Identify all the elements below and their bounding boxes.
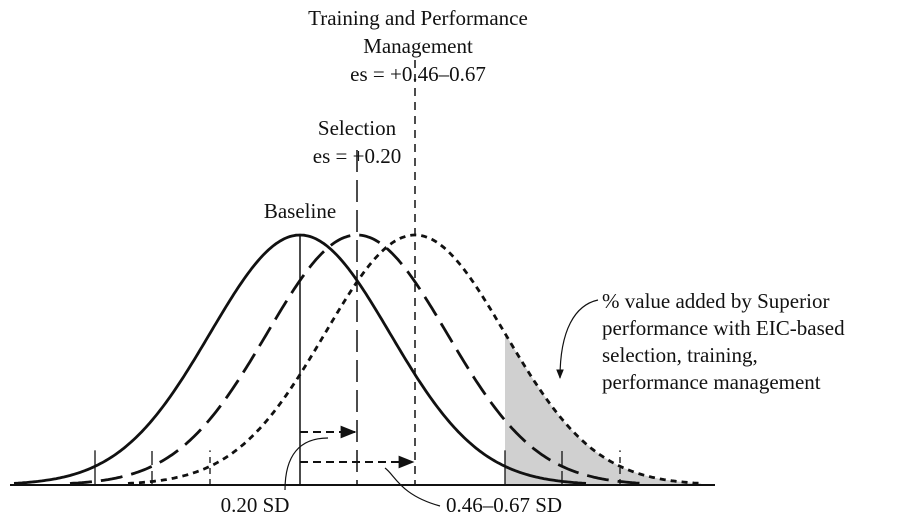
annotation-text: performance with EIC-based (602, 316, 845, 340)
selection-label: Selection (318, 116, 397, 140)
annotation-text: selection, training, (602, 343, 758, 367)
baseline-label: Baseline (264, 199, 336, 223)
annotation-text: performance management (602, 370, 821, 394)
leader-large (384, 467, 441, 507)
training-es: es = +0.46–0.67 (350, 62, 486, 86)
training-label: Management (363, 34, 473, 58)
shaded-region (505, 333, 702, 485)
shift-large-label: 0.46–0.67 SD (446, 493, 562, 517)
annotation-arrow (556, 299, 599, 379)
selection-curve (69, 233, 643, 485)
leader-small (284, 437, 329, 491)
annotation-text: % value added by Superior (602, 289, 829, 313)
shift-small-label: 0.20 SD (221, 493, 290, 517)
training-label: Training and Performance (308, 6, 528, 30)
selection-es: es = +0.20 (313, 144, 401, 168)
